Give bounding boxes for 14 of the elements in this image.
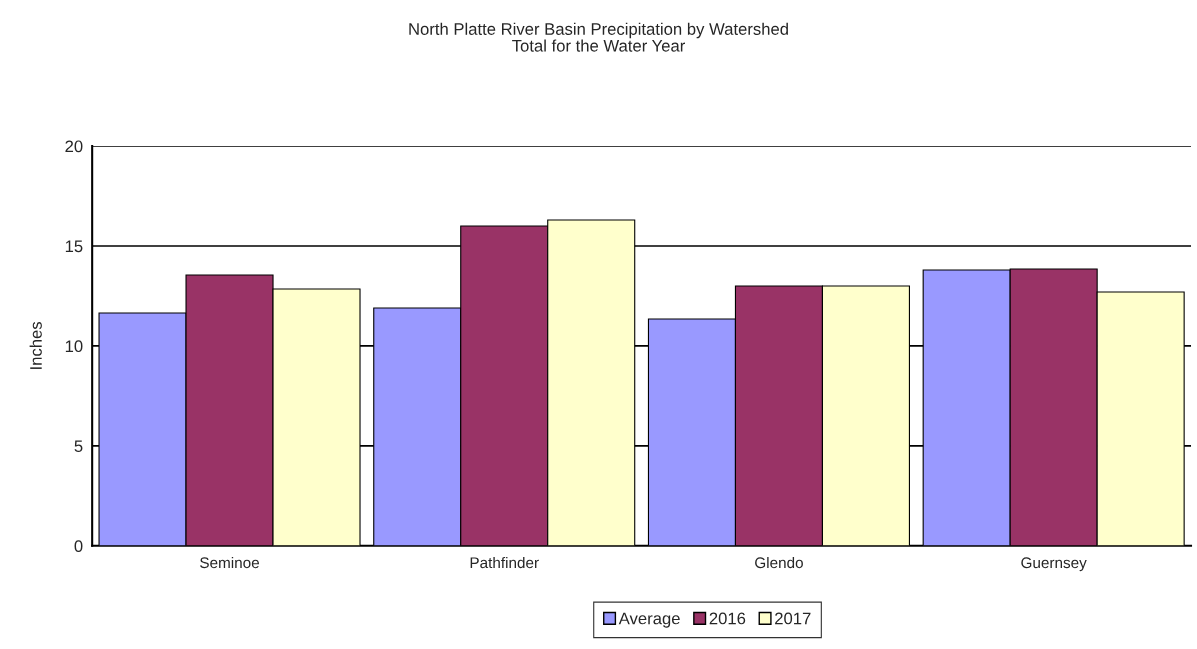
y-tick-label: 20 — [65, 140, 83, 153]
legend-label: Average — [618, 612, 680, 628]
y-tick-label: 15 — [65, 240, 83, 253]
x-tick-label: Pathfinder — [470, 556, 539, 569]
y-tick-label: 0 — [74, 540, 83, 553]
legend-label: 2017 — [775, 612, 811, 625]
y-axis-title: Inches — [29, 321, 42, 369]
x-tick-label: Seminoe — [200, 556, 259, 569]
chart-title: North Platte River Basin Precipitation by Watershed Total for the Water Year — [409, 22, 788, 52]
y-tick-label: 10 — [65, 340, 83, 353]
x-tick-label: Guernsey — [1021, 557, 1087, 572]
legend-label: 2016 — [709, 612, 746, 625]
y-tick-label: 5 — [74, 440, 83, 453]
x-tick-label: Glendo — [755, 556, 803, 569]
